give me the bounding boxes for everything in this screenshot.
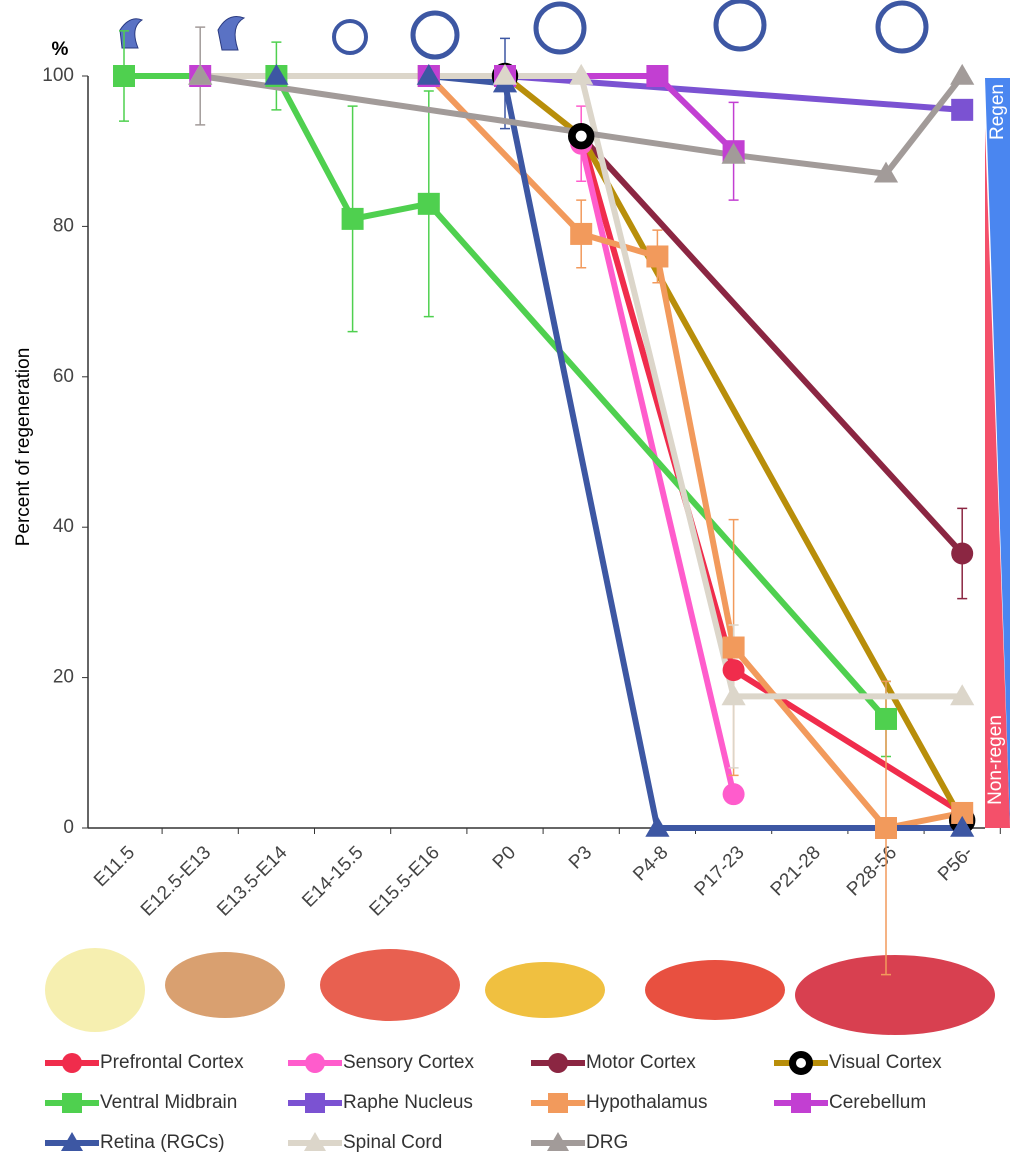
x-tick-label: E11.5	[90, 842, 139, 891]
legend-label: Visual Cortex	[829, 1052, 942, 1073]
legend-label: Prefrontal Cortex	[100, 1052, 244, 1073]
marker	[570, 223, 592, 245]
marker	[875, 817, 897, 839]
regen-label: Regen	[987, 84, 1008, 140]
brain-icon	[320, 949, 460, 1021]
marker	[305, 1053, 325, 1073]
chart: Regen Non-regen Percent of regeneration …	[0, 0, 1010, 1159]
y-unit: %	[52, 39, 69, 60]
x-tick-label: E15.5-E16	[366, 842, 444, 920]
x-tick-label: E14-15.5	[298, 842, 367, 911]
legend-label: DRG	[586, 1132, 628, 1153]
eye-icon	[536, 4, 584, 52]
brain-icon	[645, 960, 785, 1020]
marker	[723, 637, 745, 659]
marker	[951, 99, 973, 121]
eye-icon	[218, 17, 244, 51]
brain-icon	[45, 948, 145, 1032]
eye-icon	[413, 13, 457, 57]
series-line	[124, 76, 886, 719]
marker	[793, 1055, 810, 1072]
y-tick-label: 100	[42, 65, 74, 86]
marker	[723, 659, 745, 681]
eye-icon	[334, 21, 366, 53]
marker	[62, 1053, 82, 1073]
marker	[723, 783, 745, 805]
x-tick-label: P28-56	[843, 842, 901, 900]
legend-label: Spinal Cord	[343, 1132, 442, 1153]
marker	[875, 708, 897, 730]
marker	[646, 65, 668, 87]
legend-label: Hypothalamus	[586, 1092, 707, 1113]
x-tick-label: P17-23	[691, 842, 749, 900]
marker	[548, 1053, 568, 1073]
x-tick-label: E13.5-E14	[213, 842, 292, 921]
marker	[418, 193, 440, 215]
x-tick-label: P56-	[934, 842, 977, 885]
x-tick-label: P0	[489, 842, 520, 873]
y-tick-label: 20	[53, 667, 74, 688]
legend-label: Raphe Nucleus	[343, 1092, 473, 1113]
y-tick-label: 0	[63, 817, 74, 838]
legend-label: Motor Cortex	[586, 1052, 696, 1073]
legend-label: Retina (RGCs)	[100, 1132, 225, 1153]
x-tick-label: P4-8	[629, 842, 672, 885]
eye-icon	[716, 1, 764, 49]
nonregen-label: Non-regen	[985, 715, 1006, 805]
legend-label: Sensory Cortex	[343, 1052, 474, 1073]
marker	[791, 1093, 811, 1113]
x-tick-label: E12.5-E13	[137, 842, 215, 920]
eye-icon	[878, 3, 926, 51]
x-tick-label: P3	[565, 842, 596, 873]
y-axis-title: Percent of regeneration	[13, 348, 34, 547]
brain-icon	[485, 962, 605, 1018]
marker	[113, 65, 135, 87]
y-tick-label: 60	[53, 366, 74, 387]
legend-label: Ventral Midbrain	[100, 1092, 237, 1113]
y-tick-label: 40	[53, 516, 74, 537]
marker	[62, 1093, 82, 1113]
x-tick-label: P21-28	[767, 842, 825, 900]
marker	[572, 127, 591, 146]
y-tick-label: 80	[53, 215, 74, 236]
series-line	[276, 76, 962, 828]
marker	[646, 245, 668, 267]
marker	[342, 208, 364, 230]
brain-icon	[165, 952, 285, 1018]
brain-icon	[795, 955, 995, 1035]
marker	[305, 1093, 325, 1113]
marker	[548, 1093, 568, 1113]
marker	[950, 64, 974, 85]
marker	[951, 543, 973, 565]
legend-label: Cerebellum	[829, 1092, 926, 1113]
